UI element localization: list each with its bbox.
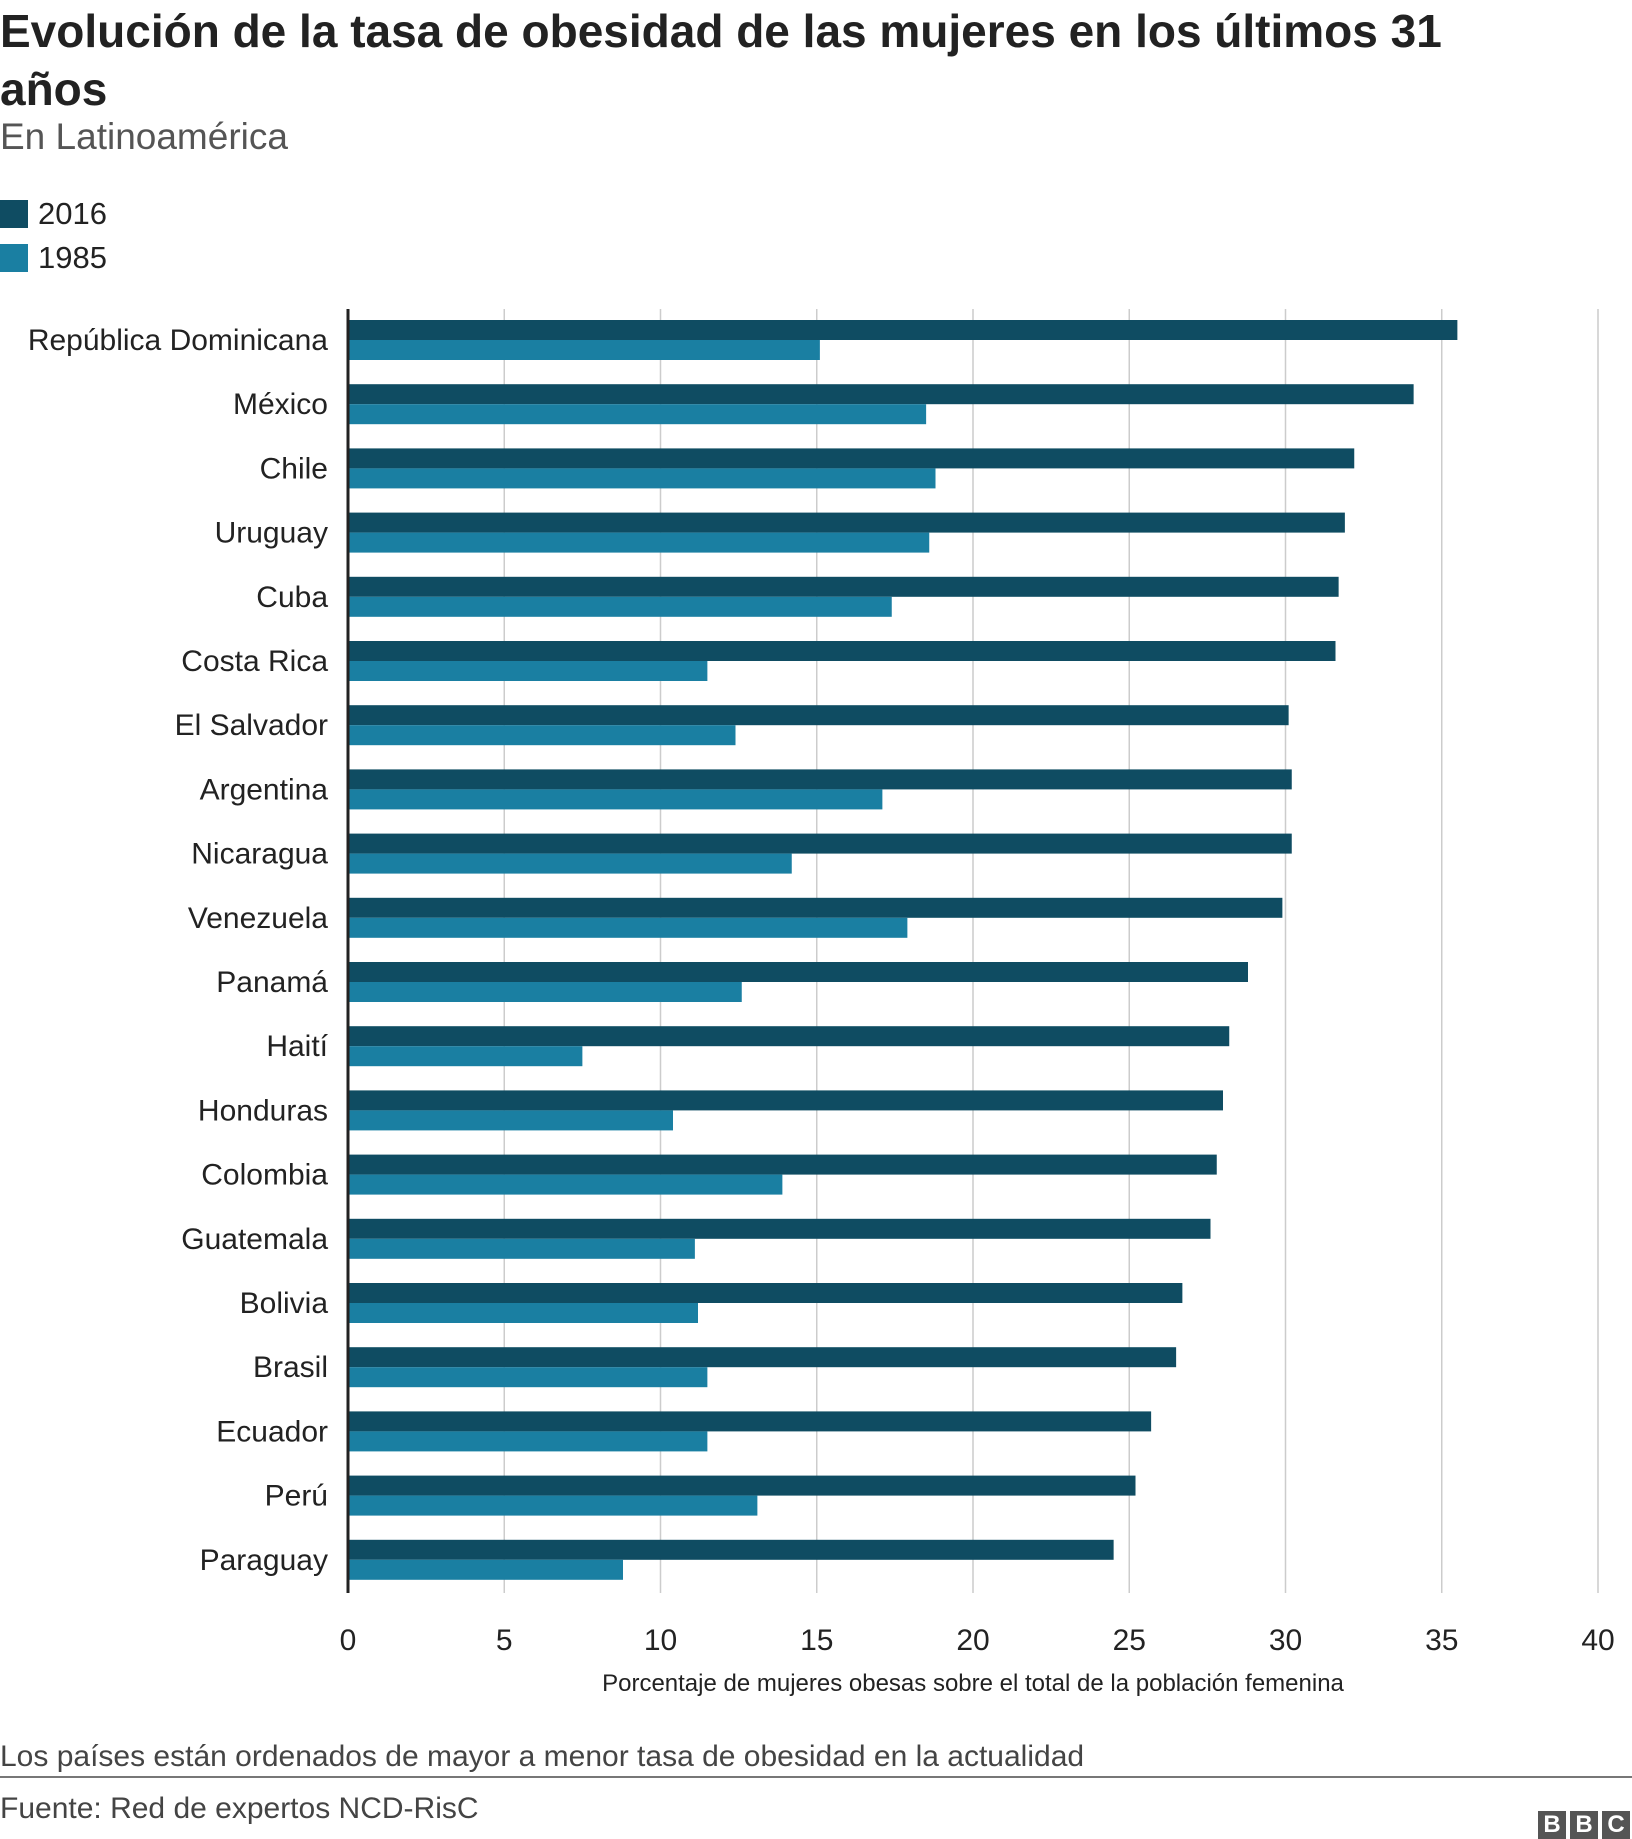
category-label: Haití: [266, 1030, 328, 1063]
bar-1985: [348, 982, 742, 1002]
bar-2016: [348, 1283, 1183, 1303]
bar-2016: [348, 1475, 1136, 1496]
x-tick-label: 5: [496, 1624, 513, 1657]
legend-label: 2016: [38, 196, 107, 231]
chart-title: Evolución de la tasa de obesidad de las …: [0, 5, 1442, 115]
bar-2016: [348, 897, 1283, 918]
bar-2016: [348, 448, 1355, 469]
x-tick-label: 30: [1269, 1624, 1302, 1657]
bar-1985: [348, 1431, 708, 1452]
legend-item-1985: 1985: [0, 240, 107, 276]
logo-letter: B: [1570, 1811, 1598, 1839]
category-label: República Dominicana: [28, 324, 328, 357]
bar-2016: [348, 769, 1292, 790]
category-label: Perú: [265, 1480, 328, 1513]
bar-1985: [348, 404, 927, 425]
category-label: Costa Rica: [181, 645, 328, 678]
legend-swatch: [0, 244, 28, 272]
bar-2016: [348, 1411, 1152, 1432]
x-tick-label: 10: [644, 1624, 677, 1657]
bbc-logo: B B C: [1538, 1811, 1630, 1839]
category-label: Uruguay: [215, 517, 328, 550]
bar-1985: [348, 532, 930, 553]
bar-1985: [348, 725, 736, 746]
legend-swatch: [0, 200, 28, 228]
bar-2016: [348, 1090, 1223, 1111]
bar-2016: [348, 705, 1289, 726]
logo-letter: C: [1602, 1811, 1630, 1839]
category-label: Panamá: [216, 966, 328, 999]
bar-1985: [348, 340, 820, 360]
legend-label: 1985: [38, 240, 107, 275]
category-label: Ecuador: [216, 1415, 328, 1448]
chart-subtitle: En Latinoamérica: [0, 116, 288, 157]
category-label: Guatemala: [181, 1223, 328, 1256]
bar-1985: [348, 468, 936, 489]
category-label: Nicaragua: [191, 838, 328, 871]
x-tick-label: 0: [340, 1624, 357, 1657]
category-label: México: [233, 388, 328, 421]
bar-1985: [348, 1174, 783, 1195]
category-label: Brasil: [253, 1351, 328, 1384]
x-tick-label: 40: [1581, 1624, 1614, 1657]
category-label: Chile: [260, 452, 328, 485]
bar-2016: [348, 512, 1345, 533]
category-label: Cuba: [256, 581, 328, 614]
bar-1985: [348, 1238, 695, 1259]
bar-1985: [348, 661, 708, 681]
logo-letter: B: [1538, 1811, 1566, 1839]
bar-1985: [348, 1495, 758, 1516]
category-label: Honduras: [198, 1094, 328, 1127]
bar-1985: [348, 789, 883, 810]
category-label: Colombia: [201, 1159, 328, 1192]
bar-2016: [348, 1539, 1114, 1560]
bar-1985: [348, 1559, 623, 1580]
category-label: Argentina: [200, 773, 329, 806]
bar-2016: [348, 320, 1458, 340]
bar-1985: [348, 1303, 698, 1323]
category-label: Venezuela: [188, 902, 328, 935]
bar-2016: [348, 1026, 1230, 1047]
bar-2016: [348, 1218, 1211, 1239]
bar-1985: [348, 917, 908, 938]
category-label: El Salvador: [175, 709, 328, 742]
category-label: Bolivia: [240, 1287, 329, 1320]
bar-1985: [348, 1110, 673, 1131]
bar-2016: [348, 1154, 1217, 1175]
bar-2016: [348, 576, 1339, 597]
bar-1985: [348, 853, 792, 874]
bar-2016: [348, 833, 1292, 854]
legend-item-2016: 2016: [0, 196, 107, 232]
source: Fuente: Red de expertos NCD-RisC: [0, 1792, 479, 1825]
bar-2016: [348, 384, 1414, 405]
x-tick-label: 20: [956, 1624, 989, 1657]
bar-2016: [348, 641, 1336, 661]
category-label: Paraguay: [200, 1544, 328, 1577]
x-axis-label: Porcentaje de mujeres obesas sobre el to…: [602, 1670, 1344, 1697]
x-tick-label: 15: [800, 1624, 833, 1657]
bar-2016: [348, 962, 1248, 982]
bar-1985: [348, 1046, 583, 1067]
bar-2016: [348, 1347, 1177, 1368]
x-tick-label: 25: [1113, 1624, 1146, 1657]
x-tick-label: 35: [1425, 1624, 1458, 1657]
bar-1985: [348, 596, 892, 617]
divider: [0, 1776, 1632, 1778]
bar-1985: [348, 1367, 708, 1388]
footnote: Los países están ordenados de mayor a me…: [0, 1740, 1085, 1773]
